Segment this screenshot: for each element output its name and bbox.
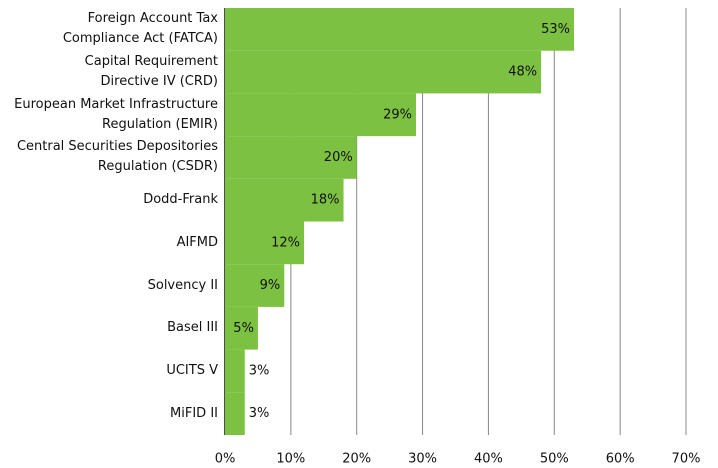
x-tick-label: 0% [215, 452, 236, 467]
data-label: 48% [508, 65, 537, 80]
data-label: 3% [249, 406, 270, 421]
x-tick-label: 60% [606, 452, 635, 467]
bar [225, 50, 542, 94]
x-tick-label: 30% [408, 452, 437, 467]
x-tick-label: 70% [672, 452, 701, 467]
data-label: 20% [324, 150, 353, 165]
y-tick-label: European Market Infrastructure Regulatio… [14, 96, 218, 132]
bar [225, 392, 245, 435]
y-tick-label: Capital Requirement Directive IV (CRD) [84, 54, 218, 90]
bar [225, 264, 285, 307]
y-tick-label: Dodd-Frank [143, 192, 218, 208]
data-label: 3% [249, 363, 270, 378]
data-label: 5% [233, 321, 254, 336]
data-label: 12% [271, 235, 300, 250]
y-tick-label: Solvency II [147, 277, 218, 293]
bar [225, 93, 416, 137]
data-label: 53% [541, 22, 570, 37]
y-tick-label: UCITS V [166, 362, 218, 378]
data-label: 9% [260, 278, 281, 293]
x-tick-label: 50% [540, 452, 569, 467]
bar [225, 178, 344, 222]
y-tick-label: Central Securities Depositories Regulati… [16, 139, 218, 175]
data-label: 29% [383, 107, 412, 122]
y-tick-label: Basel III [167, 320, 218, 336]
bar [225, 136, 357, 179]
x-tick-label: 40% [474, 452, 503, 467]
x-tick-label: 20% [342, 452, 371, 467]
bar [225, 221, 305, 265]
y-tick-label: Foreign Account Tax Compliance Act (FATC… [62, 11, 218, 47]
bar [225, 306, 258, 350]
bar [225, 349, 245, 393]
bar [225, 8, 575, 51]
x-tick-label: 10% [276, 452, 305, 467]
y-tick-label: AIFMD [176, 234, 218, 250]
data-label: 18% [311, 193, 340, 208]
y-tick-label: MiFID II [170, 405, 218, 421]
